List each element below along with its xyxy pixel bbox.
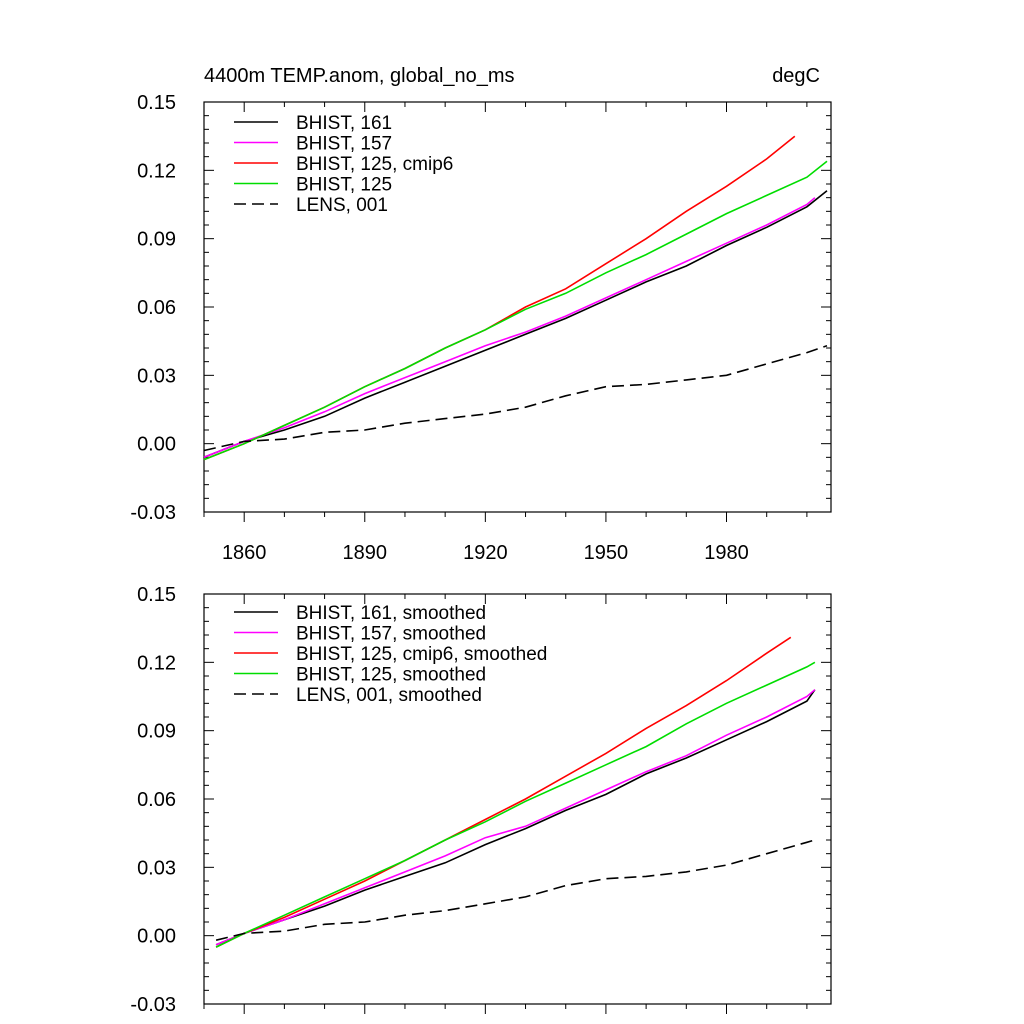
legend-label: BHIST, 125, cmip6, smoothed xyxy=(296,644,547,665)
legend-label: BHIST, 161 xyxy=(296,113,392,134)
y-tick-label: 0.06 xyxy=(137,789,176,811)
series-line xyxy=(215,661,816,948)
y-tick-label: 0.12 xyxy=(137,160,176,182)
legend-label: LENS, 001, smoothed xyxy=(296,685,482,706)
legend-label: BHIST, 125, cmip6 xyxy=(296,154,453,175)
series-line xyxy=(203,160,828,461)
y-tick-label: -0.03 xyxy=(130,994,176,1016)
series-line xyxy=(203,197,816,459)
legend-label: BHIST, 161, smoothed xyxy=(296,603,486,624)
panel-title-left: 4400m TEMP.anom, global_no_ms xyxy=(204,65,515,87)
x-tick-label: 1920 xyxy=(463,542,508,564)
y-tick-label: 0.09 xyxy=(137,721,176,743)
y-tick-label: 0.00 xyxy=(137,434,176,456)
series-lines xyxy=(215,636,816,948)
axis-ticks: -0.03 0.00 0.03 0.06 0.09 0.12 0.15 1860 1890 192… xyxy=(130,92,831,564)
x-tick-label: 1950 xyxy=(584,542,629,564)
x-tick-label: 1980 xyxy=(704,542,749,564)
series-line xyxy=(215,839,816,941)
x-tick-label: 1890 xyxy=(343,542,388,564)
legend-label: BHIST, 125 xyxy=(296,175,392,196)
series-line xyxy=(203,190,828,459)
top-panel: 4400m TEMP.anom, global_no_ms degC -0.03… xyxy=(130,65,832,564)
x-tick-label: 1860 xyxy=(222,542,267,564)
y-tick-label: 0.09 xyxy=(137,229,176,251)
legend-label: BHIST, 157 xyxy=(296,134,392,155)
series-line xyxy=(203,344,828,452)
y-tick-label: 0.15 xyxy=(137,584,176,606)
legend-label: BHIST, 157, smoothed xyxy=(296,624,486,645)
y-tick-label: 0.12 xyxy=(137,652,176,674)
axis-ticks: -0.03 0.00 0.03 0.06 0.09 0.12 0.15 xyxy=(130,584,831,1016)
series-line xyxy=(215,689,816,946)
panel-title-right: degC xyxy=(772,65,820,87)
y-tick-label: 0.00 xyxy=(137,926,176,948)
series-lines xyxy=(203,135,828,461)
series-line xyxy=(215,636,792,948)
legend-label: LENS, 001 xyxy=(296,195,388,216)
bottom-panel: -0.03 0.00 0.03 0.06 0.09 0.12 0.15 BHIST, 161… xyxy=(130,584,832,1016)
y-tick-label: 0.15 xyxy=(137,92,176,114)
y-tick-label: 0.03 xyxy=(137,365,176,387)
y-tick-label: 0.03 xyxy=(137,857,176,879)
legend-label: BHIST, 125, smoothed xyxy=(296,665,486,686)
series-line xyxy=(215,689,816,946)
y-tick-label: 0.06 xyxy=(137,297,176,319)
y-tick-label: -0.03 xyxy=(130,502,176,524)
